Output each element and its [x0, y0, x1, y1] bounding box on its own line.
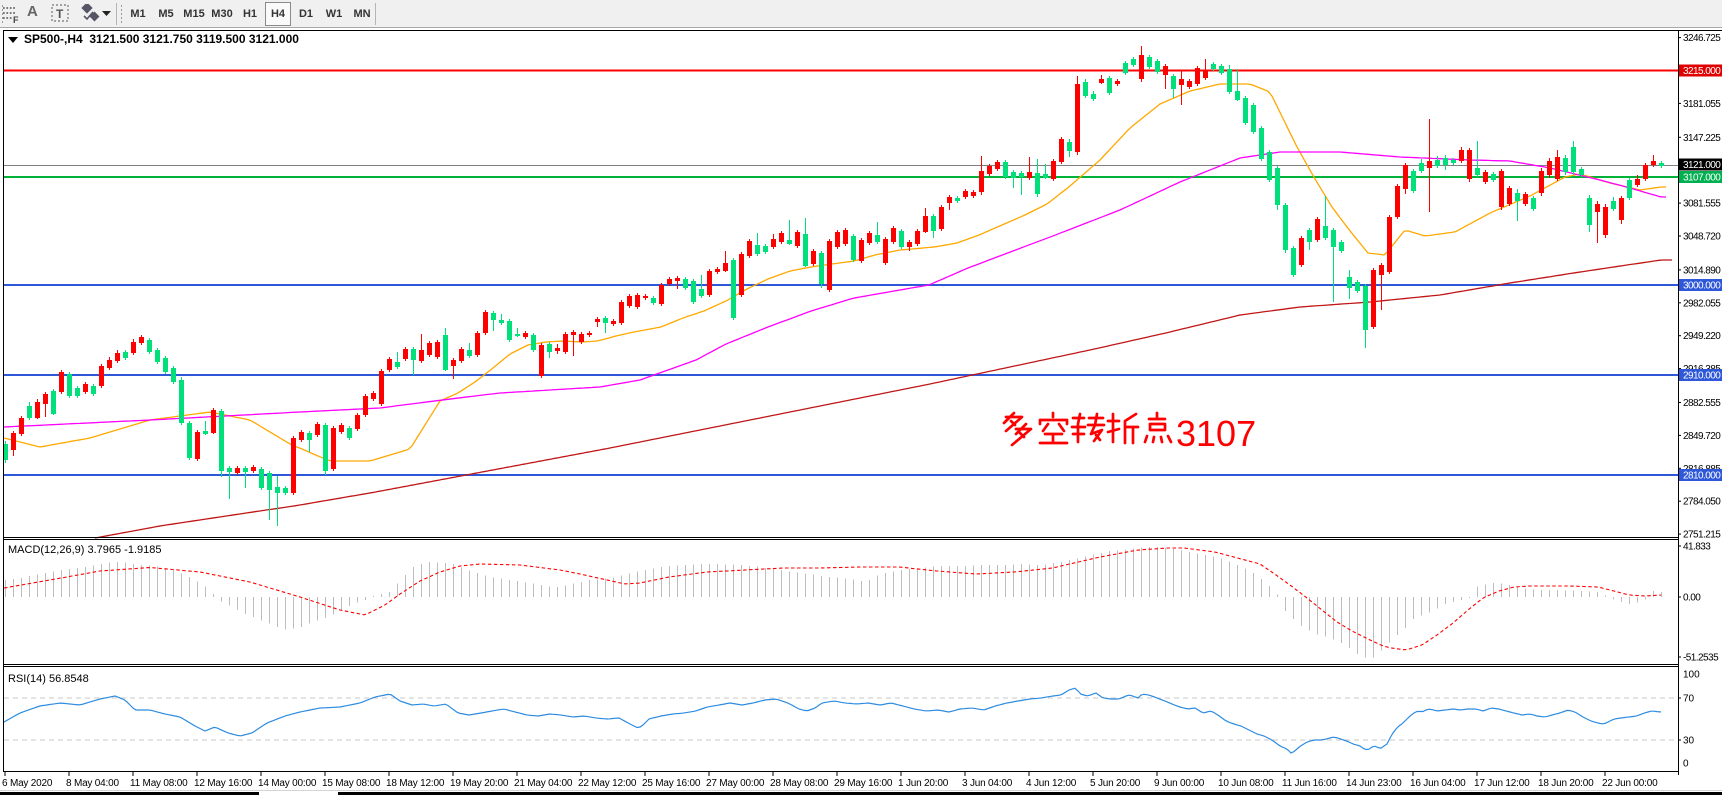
svg-text:25 May 16:00: 25 May 16:00 — [642, 778, 701, 789]
svg-text:18 Jun 20:00: 18 Jun 20:00 — [1538, 778, 1594, 789]
svg-text:3181.055: 3181.055 — [1683, 99, 1721, 110]
svg-text:2982.055: 2982.055 — [1683, 298, 1721, 309]
svg-text:10 Jun 08:00: 10 Jun 08:00 — [1218, 778, 1274, 789]
svg-text:70: 70 — [1683, 694, 1695, 705]
svg-text:3081.555: 3081.555 — [1683, 199, 1721, 210]
svg-text:5 Jun 20:00: 5 Jun 20:00 — [1090, 778, 1141, 789]
svg-text:21 May 04:00: 21 May 04:00 — [514, 778, 573, 789]
svg-text:9 Jun 00:00: 9 Jun 00:00 — [1154, 778, 1205, 789]
svg-text:0: 0 — [1683, 759, 1689, 770]
svg-text:22 May 12:00: 22 May 12:00 — [578, 778, 637, 789]
svg-text:F: F — [13, 15, 19, 24]
svg-text:4 Jun 12:00: 4 Jun 12:00 — [1026, 778, 1077, 789]
svg-text:1 Jun 20:00: 1 Jun 20:00 — [898, 778, 949, 789]
svg-text:11 May 08:00: 11 May 08:00 — [130, 778, 188, 789]
svg-text:30: 30 — [1683, 736, 1695, 747]
svg-text:19 May 20:00: 19 May 20:00 — [450, 778, 509, 789]
svg-text:11 Jun 16:00: 11 Jun 16:00 — [1282, 778, 1337, 789]
svg-text:2849.720: 2849.720 — [1683, 431, 1721, 442]
svg-text:-51.2535: -51.2535 — [1683, 653, 1719, 664]
svg-text:3147.225: 3147.225 — [1683, 133, 1721, 144]
svg-text:T: T — [56, 7, 64, 21]
svg-text:14 May 00:00: 14 May 00:00 — [258, 778, 317, 789]
svg-text:MACD(12,26,9) 3.7965 -1.9185: MACD(12,26,9) 3.7965 -1.9185 — [8, 544, 161, 556]
svg-text:8 May 04:00: 8 May 04:00 — [66, 778, 119, 789]
svg-text:14 Jun 23:00: 14 Jun 23:00 — [1346, 778, 1402, 789]
svg-text:100: 100 — [1683, 670, 1700, 681]
svg-text:18 May 12:00: 18 May 12:00 — [386, 778, 445, 789]
svg-text:SP500-,H4 3121.500 3121.750 3: SP500-,H4 3121.500 3121.750 3119.500 312… — [24, 32, 299, 46]
svg-text:RSI(14) 56.8548: RSI(14) 56.8548 — [8, 673, 89, 685]
svg-text:2784.050: 2784.050 — [1683, 497, 1721, 508]
svg-text:3 Jun 04:00: 3 Jun 04:00 — [962, 778, 1013, 789]
svg-text:3107: 3107 — [1176, 413, 1256, 454]
svg-text:2949.220: 2949.220 — [1683, 331, 1721, 342]
svg-text:2882.555: 2882.555 — [1683, 398, 1721, 409]
svg-text:17 Jun 12:00: 17 Jun 12:00 — [1474, 778, 1530, 789]
svg-text:16 Jun 04:00: 16 Jun 04:00 — [1410, 778, 1466, 789]
svg-text:3014.890: 3014.890 — [1683, 265, 1721, 276]
svg-text:22 Jun 00:00: 22 Jun 00:00 — [1602, 778, 1658, 789]
svg-text:12 May 16:00: 12 May 16:00 — [194, 778, 253, 789]
svg-text:3215.000: 3215.000 — [1683, 66, 1721, 77]
svg-text:28 May 08:00: 28 May 08:00 — [770, 778, 829, 789]
svg-text:15 May 08:00: 15 May 08:00 — [322, 778, 381, 789]
svg-text:0.00: 0.00 — [1683, 593, 1701, 604]
svg-text:3000.000: 3000.000 — [1683, 281, 1721, 292]
svg-text:41.833: 41.833 — [1683, 542, 1711, 553]
svg-text:3048.720: 3048.720 — [1683, 232, 1721, 243]
svg-text:6 May 2020: 6 May 2020 — [2, 778, 53, 789]
svg-text:3246.725: 3246.725 — [1683, 33, 1721, 44]
svg-text:3121.000: 3121.000 — [1683, 160, 1721, 171]
svg-text:27 May 00:00: 27 May 00:00 — [706, 778, 765, 789]
svg-text:2751.215: 2751.215 — [1683, 530, 1721, 541]
svg-text:2910.000: 2910.000 — [1683, 371, 1721, 382]
svg-text:3107.000: 3107.000 — [1683, 173, 1721, 184]
svg-text:29 May 16:00: 29 May 16:00 — [834, 778, 893, 789]
svg-text:2810.000: 2810.000 — [1683, 471, 1721, 482]
